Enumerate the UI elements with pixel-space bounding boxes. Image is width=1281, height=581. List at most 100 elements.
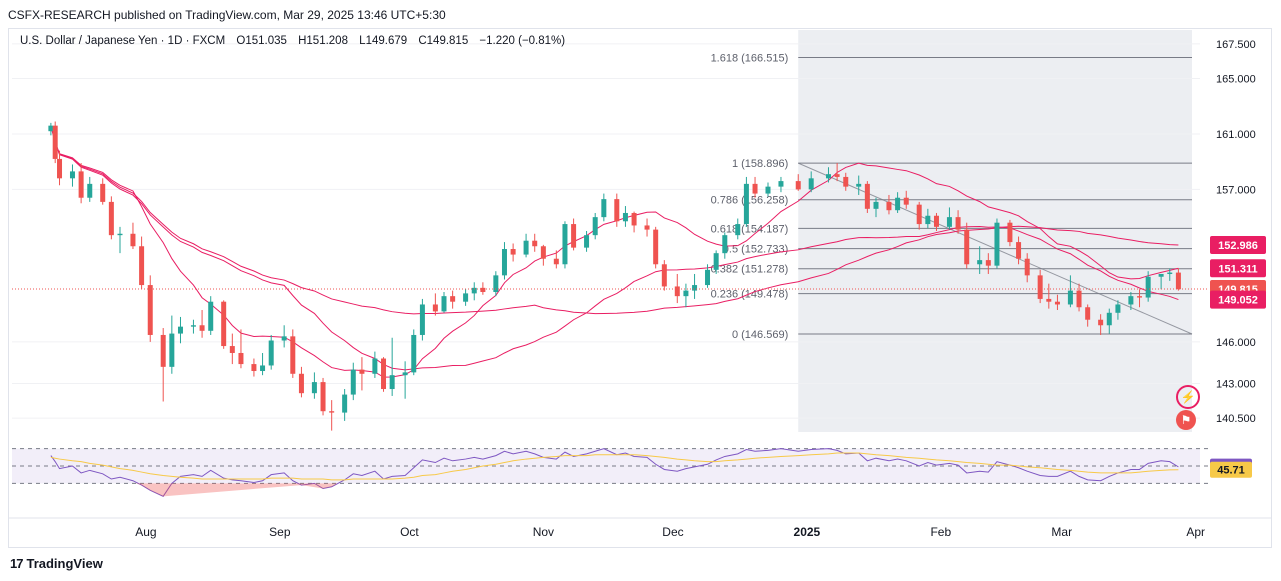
candle-body bbox=[571, 224, 577, 248]
publisher-line: CSFX-RESEARCH published on TradingView.c… bbox=[8, 8, 446, 22]
symbol-info: U.S. Dollar / Japanese Yen · 1D · FXCM O… bbox=[20, 35, 573, 47]
ohlc-close: C149.815 bbox=[418, 35, 469, 47]
price-label-bg bbox=[1210, 290, 1266, 309]
candle-body bbox=[985, 260, 991, 266]
candle-body bbox=[916, 204, 922, 225]
candle-body bbox=[722, 235, 728, 254]
candle-body bbox=[419, 304, 425, 335]
candle-body bbox=[713, 253, 719, 270]
candle-body bbox=[1067, 290, 1073, 305]
price-label: 149.052 bbox=[1218, 295, 1258, 307]
candle-body bbox=[661, 264, 667, 287]
tv-logo-icon: 17 bbox=[10, 556, 24, 571]
candle-body bbox=[1016, 242, 1022, 259]
candle-body bbox=[653, 229, 659, 265]
candle-body bbox=[1054, 301, 1060, 305]
ohlc-low: L149.679 bbox=[359, 35, 408, 47]
candle-body bbox=[329, 411, 335, 413]
time-tick: Mar bbox=[1051, 525, 1072, 539]
rsi-panel: 49.2345.71 bbox=[12, 448, 1252, 497]
ohlc-open: O151.035 bbox=[236, 35, 287, 47]
candle-body bbox=[631, 212, 637, 226]
tradingview-logo[interactable]: 17 TradingView bbox=[10, 556, 103, 571]
candle-body bbox=[48, 125, 54, 132]
symbol-name: U.S. Dollar / Japanese Yen · 1D · FXCM bbox=[20, 35, 226, 47]
candle-body bbox=[311, 382, 317, 394]
candle-body bbox=[441, 296, 447, 312]
moving-average-line bbox=[50, 125, 1179, 315]
rsi-ma-line bbox=[50, 452, 1179, 481]
rsi-value-label: 45.71 bbox=[1217, 465, 1245, 477]
flag-icon[interactable]: ⚑ bbox=[1176, 410, 1196, 430]
time-tick: Nov bbox=[533, 525, 554, 539]
lightning-icon[interactable]: ⚡ bbox=[1176, 385, 1200, 409]
candle-body bbox=[1115, 304, 1121, 313]
candle-body bbox=[622, 212, 628, 222]
candle-body bbox=[139, 246, 145, 286]
time-tick: Feb bbox=[930, 525, 951, 539]
candle-body bbox=[1085, 307, 1091, 320]
candle-body bbox=[52, 125, 58, 159]
candle-body bbox=[925, 215, 931, 225]
candle-body bbox=[1076, 290, 1082, 308]
candle-body bbox=[199, 325, 205, 331]
moving-averages bbox=[50, 125, 1179, 378]
candle-body bbox=[221, 301, 227, 347]
fib-level-label: 1 (158.896) bbox=[732, 158, 788, 170]
candle-body bbox=[886, 201, 892, 211]
candle-body bbox=[977, 260, 983, 265]
price-label: 152.986 bbox=[1218, 240, 1258, 252]
candle-body bbox=[1158, 273, 1164, 277]
fib-level-label: 0.382 (151.278) bbox=[711, 264, 789, 276]
branding-text: TradingView bbox=[26, 556, 103, 571]
price-tick: 146.000 bbox=[1216, 337, 1256, 349]
candle-body bbox=[644, 225, 650, 230]
candle-body bbox=[411, 334, 417, 373]
candle-body bbox=[389, 375, 395, 390]
candle-body bbox=[1106, 312, 1112, 326]
candle-body bbox=[903, 197, 909, 205]
candle-body bbox=[683, 290, 689, 297]
price-label: 151.311 bbox=[1218, 263, 1257, 275]
candle-body bbox=[601, 199, 607, 218]
rsi-oversold-fill bbox=[135, 483, 338, 497]
fib-level-label: 0 (146.569) bbox=[732, 329, 788, 341]
candle-body bbox=[592, 217, 598, 236]
candle-body bbox=[450, 296, 456, 302]
candle-body bbox=[1167, 272, 1173, 274]
candle-body bbox=[130, 233, 136, 247]
candle-body bbox=[251, 364, 257, 372]
candle-body bbox=[1024, 258, 1030, 276]
ohlc-change: −1.220 (−0.81%) bbox=[479, 35, 566, 47]
candle-body bbox=[480, 287, 486, 292]
candle-body bbox=[1128, 296, 1134, 305]
price-tick: 165.000 bbox=[1216, 74, 1256, 86]
candle-body bbox=[190, 325, 196, 327]
candle-body bbox=[955, 217, 961, 230]
candle-body bbox=[57, 158, 63, 179]
candle-body bbox=[825, 174, 831, 179]
candle-body bbox=[873, 201, 879, 209]
candle-body bbox=[281, 336, 287, 341]
time-tick: Sep bbox=[269, 525, 291, 539]
candle-body bbox=[795, 181, 801, 190]
fib-level-label: 0.618 (154.187) bbox=[711, 223, 789, 235]
candle-body bbox=[298, 373, 304, 394]
candle-body bbox=[523, 240, 529, 255]
candle-body bbox=[1037, 275, 1043, 299]
candle-body bbox=[692, 285, 698, 291]
candle-body bbox=[78, 171, 84, 198]
fib-level-label: 1.618 (166.515) bbox=[711, 53, 789, 65]
price-tick: 157.000 bbox=[1216, 184, 1256, 196]
candle-body bbox=[471, 287, 477, 294]
price-tick: 167.500 bbox=[1216, 39, 1256, 51]
candle-body bbox=[864, 183, 870, 209]
time-tick: Oct bbox=[400, 525, 419, 539]
candle-body bbox=[705, 269, 711, 286]
candlesticks bbox=[48, 121, 1181, 431]
candle-body bbox=[510, 249, 516, 255]
candle-body bbox=[532, 240, 538, 247]
candle-body bbox=[1098, 319, 1104, 326]
candle-body bbox=[320, 382, 326, 412]
